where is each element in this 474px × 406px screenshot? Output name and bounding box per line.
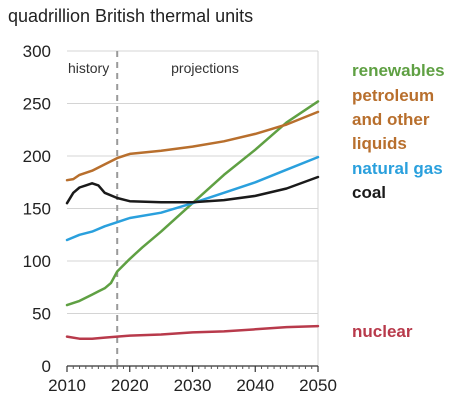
series-line-natural-gas bbox=[65, 155, 320, 242]
legend-label-petroleum-and-other-liquids: liquids bbox=[352, 134, 407, 153]
series-line-petroleum-and-other-liquids bbox=[65, 110, 320, 182]
legend-label-coal: coal bbox=[352, 183, 386, 202]
legend-label-renewables: renewables bbox=[352, 61, 445, 80]
x-tick-label: 2010 bbox=[48, 376, 86, 395]
series-line-nuclear bbox=[65, 324, 320, 340]
series-line-coal bbox=[65, 175, 320, 205]
y-tick-label: 0 bbox=[42, 357, 51, 376]
legend-label-natural-gas: natural gas bbox=[352, 159, 443, 178]
legend-label-petroleum-and-other-liquids: petroleum bbox=[352, 86, 434, 105]
legend-label-nuclear: nuclear bbox=[352, 322, 413, 341]
y-tick-label: 100 bbox=[23, 252, 51, 271]
y-tick-label: 250 bbox=[23, 95, 51, 114]
projections-label: projections bbox=[171, 60, 239, 76]
history-projection-divider: history projections bbox=[68, 51, 239, 366]
x-tick-label: 2040 bbox=[236, 376, 274, 395]
history-label: history bbox=[68, 60, 109, 76]
x-tick-label: 2050 bbox=[299, 376, 337, 395]
axes: 0 50 100 150 200 250 300 2010 2020 2030 2040 2050 bbox=[23, 42, 337, 395]
series-lines bbox=[65, 100, 320, 340]
y-tick-label: 200 bbox=[23, 147, 51, 166]
y-tick-label: 50 bbox=[32, 305, 51, 324]
x-tick-label: 2020 bbox=[111, 376, 149, 395]
series-line-renewables bbox=[65, 100, 320, 307]
y-tick-label: 300 bbox=[23, 42, 51, 61]
legend-label-petroleum-and-other-liquids: and other bbox=[352, 110, 430, 129]
grid bbox=[67, 50, 319, 366]
legend: renewables petroleum and other liquids natur… bbox=[352, 61, 445, 341]
x-tick-label: 2030 bbox=[174, 376, 212, 395]
y-tick-label: 150 bbox=[23, 200, 51, 219]
y-axis-unit-label: quadrillion British thermal units bbox=[8, 6, 253, 26]
